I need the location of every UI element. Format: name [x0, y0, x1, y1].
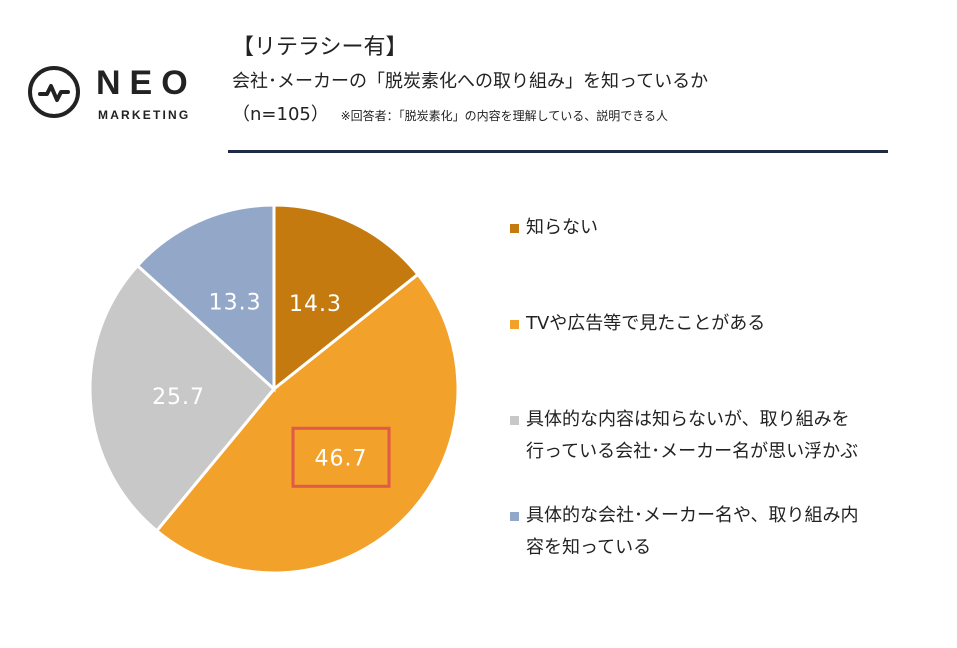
chart-subtitle: 会社･メーカーの「脱炭素化への取り組み」を知っているか [232, 71, 709, 92]
pie-slice-2 [88, 263, 277, 533]
legend-label-line: 行っている会社･メーカー名が思い浮かぶ [526, 441, 859, 462]
data-label-2: 25.7 [152, 385, 205, 410]
logo-sub: MARKETING [98, 108, 191, 122]
legend-swatch [510, 224, 519, 233]
data-label-0: 14.3 [289, 292, 342, 317]
legend-swatch [510, 512, 519, 521]
legend-item-3: 具体的な会社･メーカー名や、取り組み内 容を知っている [510, 500, 910, 564]
legend-item-2: 具体的な内容は知らないが、取り組みを 行っている会社･メーカー名が思い浮かぶ [510, 404, 910, 468]
legend-label-line: 知らない [526, 217, 598, 238]
sample-line: （n=105） ※回答者：「脱炭素化」の内容を理解している、説明できる人 [232, 98, 892, 133]
legend-item-0: 知らない [510, 212, 910, 244]
legend-item-1: TVや広告等で見たことがある [510, 308, 910, 340]
legend-swatch [510, 416, 519, 425]
logo-word: NEO [96, 64, 197, 102]
pie-slice-3 [135, 203, 276, 393]
chart-header: 【リテラシー有】 会社･メーカーの「脱炭素化への取り組み」を知っているか （n=… [232, 30, 892, 133]
data-label-1: 46.7 [315, 446, 368, 471]
highlight-box [291, 426, 391, 488]
data-label-3: 13.3 [209, 291, 262, 316]
logo-mark-icon [28, 66, 80, 118]
legend-label-line: TVや広告等で見たことがある [526, 313, 766, 334]
legend-label-line: 容を知っている [526, 537, 652, 558]
chart-title: 【リテラシー有】 [232, 35, 408, 60]
pie-slice-1 [154, 272, 460, 575]
header-divider [228, 150, 888, 153]
respondent-note: ※回答者：「脱炭素化」の内容を理解している、説明できる人 [340, 109, 669, 123]
neo-marketing-logo: NEO MARKETING [28, 62, 218, 132]
legend-label-line: 具体的な会社･メーカー名や、取り組み内 [526, 505, 859, 526]
legend-swatch [510, 320, 519, 329]
pie-chart: 14.3 46.7 25.7 13.3 [88, 203, 460, 575]
pie-slice-0 [272, 203, 421, 393]
sample-size: （n=105） [232, 104, 329, 125]
legend-label-line: 具体的な内容は知らないが、取り組みを [526, 409, 850, 430]
